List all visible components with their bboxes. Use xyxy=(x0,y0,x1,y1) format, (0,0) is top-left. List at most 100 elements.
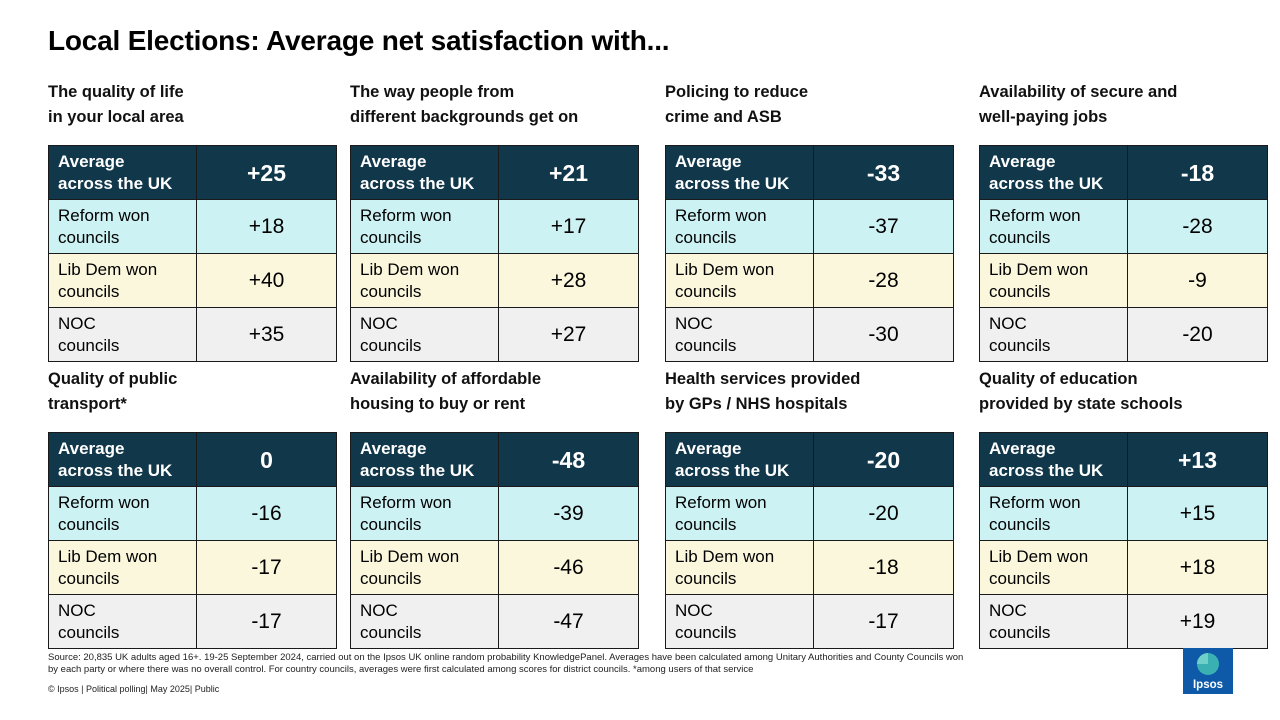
panel-title-line: Policing to reduce xyxy=(665,83,809,101)
table-row-reform: Reform won councils -20 xyxy=(665,486,954,541)
table-row-average: Average across the UK -33 xyxy=(665,145,954,200)
value-noc: +27 xyxy=(498,307,639,362)
row-label-average: Average across the UK xyxy=(979,145,1128,200)
value-reform: -20 xyxy=(813,486,954,541)
panel-3: Policing to reduce crime and ASB Average ac… xyxy=(665,80,954,362)
value-reform: +15 xyxy=(1127,486,1268,541)
panel-title: Availability of affordable housing to buy… xyxy=(350,367,628,417)
value-libdem: +28 xyxy=(498,253,639,308)
row-label-line: across the UK xyxy=(360,460,475,480)
panel-1: The quality of life in your local area Ave… xyxy=(48,80,337,362)
row-label-line: across the UK xyxy=(675,460,790,480)
source-line-2: by each party or where there was no over… xyxy=(48,664,754,675)
row-label-reform: Reform won councils xyxy=(979,486,1128,541)
row-label-line: Average xyxy=(989,151,1056,171)
panel-title-line: Availability of affordable xyxy=(350,370,542,388)
table-row-libdem: Lib Dem won councils +28 xyxy=(350,253,639,308)
panel-title: Availability of secure and well-paying jo… xyxy=(979,80,1257,130)
table-row-average: Average across the UK -48 xyxy=(350,432,639,487)
row-label-line: Reform won xyxy=(360,205,452,225)
panel-7: Health services provided by GPs / NHS hos… xyxy=(665,367,954,649)
table-row-average: Average across the UK +21 xyxy=(350,145,639,200)
row-label-line: councils xyxy=(58,227,120,247)
row-label-line: NOC xyxy=(675,313,713,333)
row-label-line: councils xyxy=(989,622,1051,642)
row-label-reform: Reform won councils xyxy=(48,486,197,541)
table-row-noc: NOC councils +35 xyxy=(48,307,337,362)
logo-text: Ipsos xyxy=(1192,679,1224,691)
row-label-noc: NOC councils xyxy=(350,594,499,649)
row-label-line: councils xyxy=(675,227,737,247)
value-libdem: -9 xyxy=(1127,253,1268,308)
panel-title: The way people from different backgrounds… xyxy=(350,80,628,130)
row-label-line: Reform won xyxy=(989,492,1081,512)
table-row-average: Average across the UK -20 xyxy=(665,432,954,487)
page-title: Local Elections: Average net satisfactio… xyxy=(48,25,670,56)
value-noc: -17 xyxy=(813,594,954,649)
panel-title-line: The quality of life xyxy=(48,83,184,101)
row-label-line: NOC xyxy=(360,600,398,620)
value-average: -20 xyxy=(813,432,954,487)
panel-title-line: different backgrounds get on xyxy=(350,108,579,126)
row-label-line: councils xyxy=(58,622,120,642)
table-row-reform: Reform won councils +15 xyxy=(979,486,1268,541)
row-label-line: councils xyxy=(360,335,422,355)
row-label-average: Average across the UK xyxy=(665,432,814,487)
row-label-line: Reform won xyxy=(675,492,767,512)
value-libdem: +18 xyxy=(1127,540,1268,595)
row-label-line: NOC xyxy=(360,313,398,333)
row-label-line: NOC xyxy=(58,313,96,333)
panel-title: Policing to reduce crime and ASB xyxy=(665,80,943,130)
row-label-line: councils xyxy=(58,514,120,534)
row-label-line: Reform won xyxy=(360,492,452,512)
panel-8: Quality of education provided by state sc… xyxy=(979,367,1268,649)
table-row-noc: NOC councils -17 xyxy=(665,594,954,649)
row-label-average: Average across the UK xyxy=(48,145,197,200)
satisfaction-table: Average across the UK -33 Reform won council… xyxy=(665,145,954,362)
table-row-average: Average across the UK +25 xyxy=(48,145,337,200)
row-label-line: across the UK xyxy=(58,460,173,480)
row-label-noc: NOC councils xyxy=(48,594,197,649)
value-noc: +35 xyxy=(196,307,337,362)
value-average: +13 xyxy=(1127,432,1268,487)
row-label-line: Lib Dem won xyxy=(675,259,775,279)
panel-6: Availability of affordable housing to buy… xyxy=(350,367,639,649)
satisfaction-table: Average across the UK -18 Reform won council… xyxy=(979,145,1268,362)
table-row-noc: NOC councils -30 xyxy=(665,307,954,362)
row-label-line: Average xyxy=(360,151,427,171)
row-label-line: Reform won xyxy=(58,492,150,512)
row-label-noc: NOC councils xyxy=(979,307,1128,362)
panel-title-line: Availability of secure and xyxy=(979,83,1178,101)
row-label-noc: NOC councils xyxy=(665,594,814,649)
row-label-line: Average xyxy=(360,438,427,458)
table-row-noc: NOC councils +27 xyxy=(350,307,639,362)
source-note: Source: 20,835 UK adults aged 16+. 19-25… xyxy=(48,652,1048,676)
row-label-line: councils xyxy=(989,281,1051,301)
value-reform: +17 xyxy=(498,199,639,254)
table-row-reform: Reform won councils -16 xyxy=(48,486,337,541)
table-row-libdem: Lib Dem won councils -18 xyxy=(665,540,954,595)
row-label-line: across the UK xyxy=(360,173,475,193)
table-row-noc: NOC councils +19 xyxy=(979,594,1268,649)
row-label-noc: NOC councils xyxy=(979,594,1128,649)
row-label-line: across the UK xyxy=(989,460,1104,480)
value-noc: -20 xyxy=(1127,307,1268,362)
value-average: -18 xyxy=(1127,145,1268,200)
row-label-libdem: Lib Dem won councils xyxy=(350,540,499,595)
value-reform: -37 xyxy=(813,199,954,254)
row-label-line: Lib Dem won xyxy=(58,259,158,279)
row-label-reform: Reform won councils xyxy=(350,486,499,541)
row-label-line: Average xyxy=(989,438,1056,458)
value-average: +25 xyxy=(196,145,337,200)
panel-title-line: in your local area xyxy=(48,108,184,126)
satisfaction-table: Average across the UK -20 Reform won council… xyxy=(665,432,954,649)
row-label-line: councils xyxy=(675,568,737,588)
panel-title-line: crime and ASB xyxy=(665,108,782,126)
table-row-noc: NOC councils -47 xyxy=(350,594,639,649)
row-label-line: councils xyxy=(58,281,120,301)
table-row-libdem: Lib Dem won councils -9 xyxy=(979,253,1268,308)
row-label-reform: Reform won councils xyxy=(48,199,197,254)
panel-title: Quality of public transport* xyxy=(48,367,326,417)
row-label-line: Lib Dem won xyxy=(360,259,460,279)
row-label-line: Average xyxy=(58,438,125,458)
